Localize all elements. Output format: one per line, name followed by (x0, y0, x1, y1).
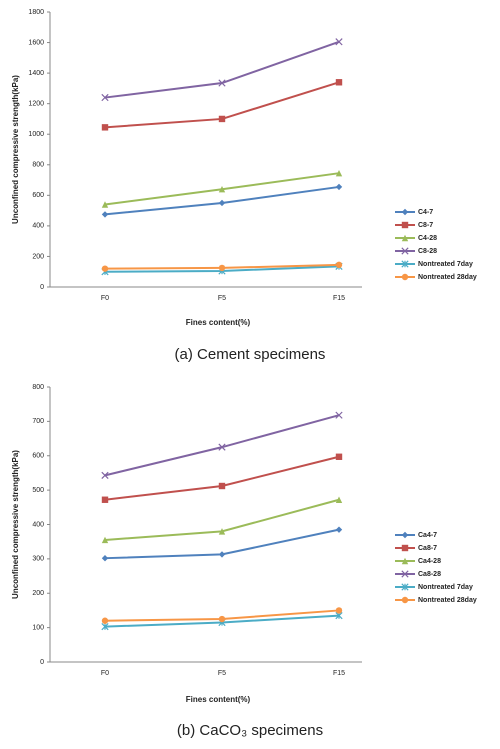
legend-label: C4-7 (418, 209, 433, 216)
marker (101, 265, 109, 272)
x-tick-label: F15 (333, 295, 345, 302)
legend-label: Nontreated 28day (418, 597, 477, 604)
x-axis-title: Fines content(%) (186, 695, 251, 704)
marker (101, 211, 109, 218)
y-tick-label: 400 (32, 521, 44, 528)
y-tick-label: 1000 (28, 131, 44, 138)
marker (218, 615, 226, 623)
legend-label: Nontreated 28day (418, 274, 477, 281)
y-axis-title: Unconfined compressive strength(kPa) (11, 75, 20, 224)
marker (401, 596, 409, 604)
marker (101, 93, 109, 102)
marker (335, 183, 343, 191)
marker (335, 38, 343, 46)
legend-label: C4-28 (418, 235, 437, 242)
y-tick-label: 1200 (28, 101, 44, 108)
marker (218, 443, 226, 451)
marker (401, 273, 409, 281)
marker (335, 496, 343, 503)
marker (335, 453, 343, 460)
marker (335, 261, 343, 269)
x-tick-label: F0 (101, 295, 109, 302)
marker (401, 234, 409, 242)
marker (401, 531, 409, 539)
marker (218, 115, 226, 123)
marker (218, 264, 226, 272)
marker (401, 221, 409, 229)
y-tick-label: 200 (32, 590, 44, 597)
series-line (104, 455, 340, 501)
marker (101, 622, 109, 631)
legend-label: C8-7 (418, 222, 433, 229)
y-tick-label: 600 (32, 453, 44, 460)
marker (101, 124, 109, 131)
legend-label: C8-28 (418, 248, 437, 255)
marker (101, 554, 109, 562)
x-axis-title: Fines content(%) (186, 318, 251, 327)
legend-label: Ca8-28 (418, 571, 441, 578)
marker (218, 482, 226, 490)
x-tick-label: F5 (218, 670, 226, 677)
marker (335, 169, 343, 177)
marker (101, 536, 109, 544)
x-tick-label: F0 (101, 670, 109, 677)
marker (218, 186, 226, 193)
marker (101, 471, 109, 479)
legend-label: Nontreated 7day (418, 584, 473, 591)
marker (401, 208, 409, 216)
marker (101, 617, 109, 624)
legend-label: Ca4-7 (418, 532, 437, 539)
marker (401, 583, 409, 591)
x-tick-label: F5 (218, 295, 226, 302)
marker (218, 551, 226, 558)
marker (335, 607, 343, 614)
y-tick-label: 300 (32, 556, 44, 563)
marker (401, 557, 409, 565)
y-tick-label: 1600 (28, 39, 44, 46)
marker (218, 79, 226, 87)
marker (401, 570, 409, 578)
y-tick-label: 1400 (28, 70, 44, 77)
series-line (104, 40, 340, 99)
x-tick-label: F15 (333, 670, 345, 677)
caption: (a) Cement specimens (175, 346, 326, 363)
marker (101, 496, 109, 503)
marker (218, 528, 226, 535)
caption: (b) CaCO₃ specimens (177, 722, 323, 739)
y-tick-label: 0 (40, 659, 44, 666)
marker (401, 247, 409, 255)
legend-label: Ca8-7 (418, 545, 437, 552)
y-tick-label: 200 (32, 253, 44, 260)
y-tick-label: 100 (32, 624, 44, 631)
marker (218, 199, 226, 207)
y-tick-label: 500 (32, 487, 44, 494)
y-axis-title: Unconfined compressive strength(kPa) (11, 450, 20, 599)
legend-label: Ca4-28 (418, 558, 441, 565)
marker (335, 526, 343, 533)
y-tick-label: 700 (32, 418, 44, 425)
y-tick-label: 1800 (28, 9, 44, 16)
marker (335, 79, 343, 86)
marker (101, 201, 109, 208)
y-tick-label: 800 (32, 384, 44, 391)
marker (401, 260, 409, 268)
y-tick-label: 0 (40, 284, 44, 291)
y-tick-label: 400 (32, 223, 44, 230)
y-tick-label: 600 (32, 192, 44, 199)
marker (401, 544, 409, 552)
y-tick-label: 800 (32, 162, 44, 169)
legend-label: Nontreated 7day (418, 261, 473, 268)
marker (335, 411, 343, 419)
